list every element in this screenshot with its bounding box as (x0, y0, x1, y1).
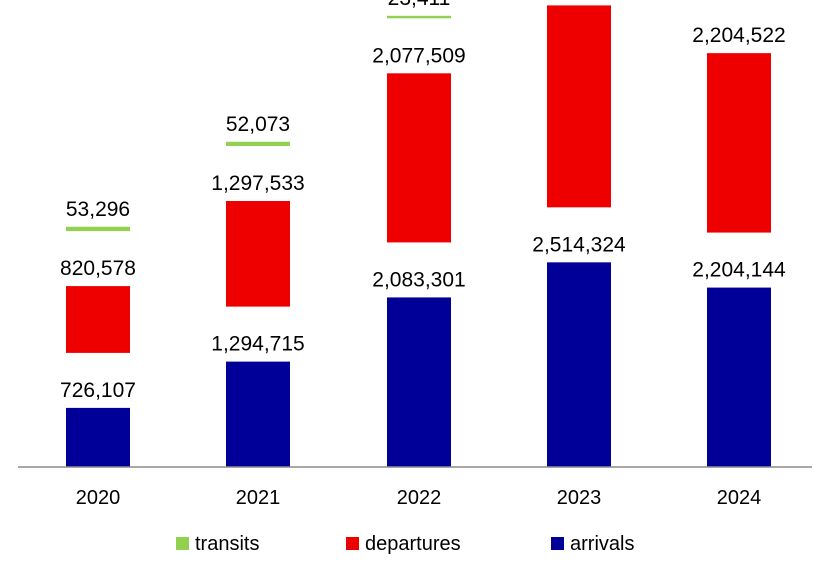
bar-arrivals-2022 (387, 297, 451, 467)
value-label-transits-2022: 23,411 (388, 0, 451, 10)
value-labels-group: 726,107 820,578 53,296 1,294,715 1,297,533 52… (60, 0, 786, 402)
value-label-transits-2020: 53,296 (66, 198, 130, 221)
legend-swatch-transits (176, 537, 189, 550)
value-label-departures-2022: 2,077,509 (372, 44, 465, 67)
legend-swatch-arrivals (551, 537, 564, 550)
value-label-transits-2021: 52,073 (226, 113, 290, 136)
bar-transits-2022 (387, 15, 451, 19)
value-label-arrivals-2021: 1,294,715 (211, 333, 304, 356)
bar-transits-2020 (66, 226, 130, 232)
bar-arrivals-2023 (547, 262, 611, 467)
value-label-departures-2020: 820,578 (60, 257, 136, 280)
x-tick-label-2022: 2022 (397, 487, 442, 509)
value-label-departures-2021: 1,297,533 (211, 172, 304, 195)
value-label-arrivals-2024: 2,204,144 (692, 259, 786, 282)
value-label-departures-2024: 2,204,522 (692, 24, 785, 47)
bar-arrivals-2024 (707, 287, 771, 467)
bar-departures-2024 (707, 53, 771, 233)
x-tick-labels-group: 2020 2021 2022 2023 2024 (76, 487, 762, 509)
bar-arrivals-2021 (226, 361, 290, 467)
bars-group (66, 5, 771, 467)
value-label-arrivals-2022: 2,083,301 (372, 268, 465, 291)
value-label-arrivals-2023: 2,514,324 (532, 233, 626, 256)
bar-departures-2020 (66, 286, 130, 353)
bar-transits-2021 (226, 141, 290, 146)
bar-arrivals-2020 (66, 407, 130, 467)
x-tick-label-2023: 2023 (557, 487, 602, 509)
legend-label-arrivals: arrivals (570, 533, 634, 555)
legend-label-departures: departures (365, 533, 461, 555)
bar-departures-2023 (547, 5, 611, 208)
x-tick-label-2021: 2021 (236, 487, 281, 509)
bar-departures-2022 (387, 73, 451, 243)
legend-label-transits: transits (195, 533, 259, 555)
x-tick-label-2020: 2020 (76, 487, 121, 509)
legend-swatch-departures (346, 537, 359, 550)
x-tick-label-2024: 2024 (717, 487, 762, 509)
bar-departures-2021 (226, 200, 290, 307)
legend: transits departures arrivals (176, 533, 634, 555)
value-label-arrivals-2020: 726,107 (60, 379, 136, 402)
